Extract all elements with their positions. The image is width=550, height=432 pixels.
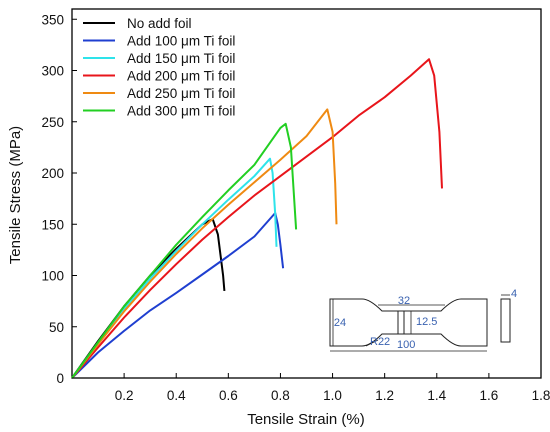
y-tick-label-1: 50: [49, 320, 64, 335]
y-tick-label-2: 100: [41, 269, 64, 284]
dim-32-label: 32: [398, 295, 410, 307]
dim-24-label: 24: [334, 317, 346, 329]
series-line-5: [71, 122, 298, 379]
legend-label-5: Add 300 μm Ti foil: [127, 104, 235, 119]
x-tick-label-7: 1.6: [479, 388, 498, 403]
legend-label-3: Add 200 μm Ti foil: [127, 69, 235, 84]
y-tick-label-3: 150: [41, 217, 64, 232]
x-axis-title: Tensile Strain (%): [247, 411, 365, 428]
x-tick-label-4: 1.0: [323, 388, 342, 403]
x-tick-label-2: 0.6: [219, 388, 238, 403]
y-tick-label-4: 200: [41, 166, 64, 181]
y-tick-label-5: 250: [41, 115, 64, 130]
y-axis-title: Tensile Stress (MPa): [7, 126, 24, 264]
series-line-2: [71, 157, 278, 379]
plot-frame: [71, 8, 542, 379]
x-tick-label-8: 1.8: [532, 388, 550, 403]
series-line-1: [71, 212, 285, 379]
legend-label-0: No add foil: [127, 16, 192, 31]
y-tick-label-0: 0: [56, 371, 64, 386]
series-line-3: [71, 58, 443, 379]
plot-border: [71, 8, 542, 379]
series-line-4: [71, 108, 338, 379]
dim-4-label: 4: [511, 288, 517, 300]
specimen-side-view: [500, 298, 511, 343]
y-tick-label-6: 300: [41, 64, 64, 79]
legend: No add foil Add 100 μm Ti foil Add 150 μm …: [83, 16, 235, 119]
radius-leader: [365, 339, 379, 347]
legend-label-1: Add 100 μm Ti foil: [127, 34, 235, 49]
x-tick-label-5: 1.2: [375, 388, 394, 403]
x-tick-label-0: 0.2: [115, 388, 134, 403]
legend-label-4: Add 250 μm Ti foil: [127, 86, 235, 101]
y-tick-label-7: 350: [41, 12, 64, 27]
dim-100-label: 100: [397, 339, 415, 351]
ticks-layer: 0.2 0.4 0.6 0.8 1.0 1.2 1.4 1.6 1.8 0 50 100 150 200 2…: [41, 12, 550, 403]
series-line-0: [71, 218, 226, 379]
dim-r22-label: R22: [370, 336, 390, 348]
specimen-inset: 32 24 12.5 R22 100 4: [329, 288, 517, 352]
x-tick-label-6: 1.4: [427, 388, 446, 403]
x-tick-label-3: 0.8: [271, 388, 290, 403]
x-tick-label-1: 0.4: [167, 388, 186, 403]
specimen-outline: [329, 298, 488, 347]
series-layer: [71, 58, 443, 379]
legend-label-2: Add 150 μm Ti foil: [127, 51, 235, 66]
dim-12-5-label: 12.5: [416, 316, 437, 328]
